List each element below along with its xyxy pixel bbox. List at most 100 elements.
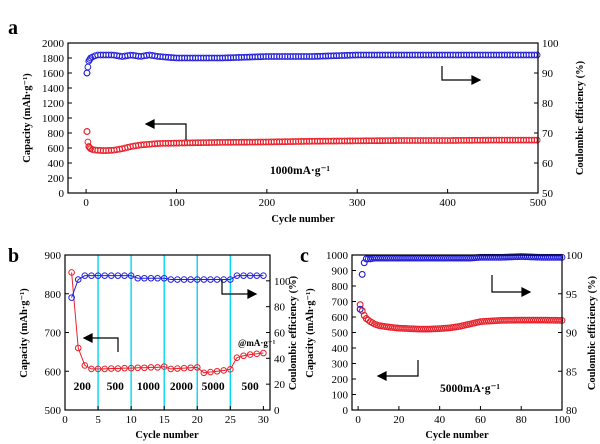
- panel-c-xlabel: Cycle number: [425, 430, 489, 441]
- panel-b-data-point: [253, 272, 261, 279]
- panel-b-data-point: [207, 368, 214, 376]
- panel-a-ytick-left-label: 0: [59, 188, 65, 200]
- panel-c-ytick-left-label: 300: [332, 359, 349, 371]
- panel-b-xtick-label: 5: [95, 414, 101, 426]
- panel-a-series-capacity: [83, 128, 541, 154]
- panel-c-data-point: [556, 316, 564, 324]
- panel-b-data-point: [246, 272, 254, 279]
- panel-b-data-point: [147, 274, 155, 282]
- panel-c-data-point: [358, 270, 366, 278]
- panel-b-data-point: [121, 272, 128, 279]
- panel-b-data-point: [207, 276, 214, 283]
- panel-b-ytick-left-label: 500: [45, 405, 62, 417]
- panel-a-letter: a: [8, 17, 18, 39]
- panel-a-xtick-label: 300: [349, 197, 366, 209]
- panel-b-ytick-right-label: 0: [274, 405, 280, 417]
- panel-a-ylabel-left: Capacity (mAh·g⁻¹): [22, 73, 33, 163]
- panel-b-data-point: [107, 272, 115, 279]
- panel-b-data-point: [200, 276, 208, 283]
- panel-a-right-arrow: [441, 66, 482, 85]
- panel-a-xtick-label: 0: [83, 197, 89, 209]
- panel-b-data-point: [167, 365, 175, 373]
- panel-b-ytick-left-label: 600: [45, 366, 62, 378]
- panel-c-ytick-left-label: 900: [332, 266, 349, 278]
- panel-b-right-arrow: [221, 280, 258, 299]
- panel-c-rate-label: 5000mA·g⁻¹: [440, 383, 500, 395]
- panel-a-data-point: [530, 136, 538, 144]
- panel-c: c 0 20 40 60 80 10001002003004005006007008009…: [300, 245, 598, 441]
- panel-a-ytick-left-label: 2000: [42, 38, 65, 50]
- panel-b-ytick-left-label: 900: [45, 250, 62, 262]
- panel-c-xtick-label: 100: [554, 414, 571, 426]
- panel-b-rate-labels: 200 500 1000 2000 5000 500: [74, 381, 259, 393]
- panel-b: b 0 5 10 15 20 25 30 500 600 700 800 900 0 20 40 60 80 10…: [8, 245, 299, 441]
- panel-b-series-line: [71, 272, 264, 374]
- panel-a-ytick-left-label: 1000: [42, 113, 65, 125]
- panel-a-data-point: [533, 136, 541, 144]
- panel-c-series-capacity: [356, 301, 566, 333]
- panel-b-data-point: [107, 365, 115, 372]
- panel-c-ytick-left-label: 700: [332, 297, 349, 309]
- panel-b-data-point: [200, 369, 208, 377]
- panel-a-data-point: [83, 69, 91, 77]
- panel-a-ytick-left-label: 1200: [42, 98, 65, 110]
- panel-b-data-point: [68, 269, 75, 276]
- panel-b-data-point: [240, 352, 247, 360]
- panel-b-data-point: [154, 364, 161, 371]
- panel-b-ytick-right-label: 100: [274, 276, 291, 288]
- panel-c-data-point: [366, 255, 374, 263]
- panel-c-ytick-right-label: 90: [566, 328, 578, 340]
- panel-c-ytick-left-label: 800: [332, 281, 349, 293]
- panel-a-ytick-right-label: 50: [542, 188, 554, 200]
- panel-b-data-point: [174, 276, 181, 283]
- panel-a-data-point: [84, 63, 92, 71]
- panel-b-series-line: [71, 275, 264, 298]
- panel-b-data-point: [68, 294, 75, 301]
- panel-b-rate-label: 500: [242, 381, 260, 393]
- panel-b-data-point: [160, 274, 168, 282]
- panel-a-ytick-right-label: 90: [542, 68, 554, 80]
- panel-b-data-point: [213, 276, 221, 283]
- panel-b-xtick-label: 15: [159, 414, 171, 426]
- panel-b-data-point: [74, 276, 82, 283]
- panel-c-ytick-left-label: 500: [332, 328, 349, 340]
- panel-b-xtick-label: 30: [258, 414, 270, 426]
- panel-c-data-point: [362, 255, 370, 263]
- panel-c-ytick-left-label: 200: [332, 374, 349, 386]
- panel-c-ytick-left-label: 400: [332, 343, 349, 355]
- panel-b-data-point: [253, 350, 261, 358]
- panel-b-data-point: [193, 276, 201, 283]
- panel-b-data-point: [134, 274, 142, 282]
- panel-b-ytick-left-label: 800: [45, 289, 62, 301]
- panel-a-rate-label: 1000mA·g⁻¹: [270, 165, 330, 177]
- panel-c-xtick-label: 0: [355, 414, 361, 426]
- panel-b-data-point: [154, 274, 161, 282]
- panel-b-data-point: [147, 364, 155, 371]
- panel-a-ytick-left-label: 800: [48, 128, 65, 140]
- panel-c-xtick-label: 40: [434, 414, 446, 426]
- panel-c-ylabel-left: Capacity (mAh·g⁻¹): [305, 288, 316, 378]
- panel-b-ytick-right-label: 60: [274, 328, 286, 340]
- panel-b-data-point: [141, 364, 148, 372]
- panel-a-xtick-label: 200: [259, 197, 276, 209]
- panel-b-data-point: [246, 351, 254, 358]
- panel-c-ytick-left-label: 600: [332, 312, 349, 324]
- panel-a-ytick-left-label: 1400: [42, 83, 65, 95]
- panel-b-series-capacity: [68, 269, 267, 377]
- panel-b-data-point: [187, 276, 194, 283]
- panel-b-data-point: [233, 354, 241, 361]
- panel-a-ytick-left-label: 1800: [42, 53, 65, 65]
- panel-c-ylabel-right: Coulombic efficiency (%): [587, 275, 598, 390]
- panel-b-data-point: [180, 364, 188, 372]
- panel-b-data-point: [187, 364, 194, 372]
- panel-c-letter: c: [300, 245, 309, 267]
- panel-b-xtick-label: 10: [126, 414, 138, 426]
- panel-a-data-point: [533, 51, 541, 59]
- panel-b-xtick-label: 0: [62, 414, 68, 426]
- panel-b-data-point: [220, 367, 228, 374]
- panel-a-data-point: [84, 138, 92, 146]
- panel-a-series-efficiency: [83, 51, 541, 77]
- panel-a-data-point: [87, 54, 94, 62]
- panel-b-data-point: [134, 364, 142, 372]
- panel-c-ytick-right-label: 85: [566, 366, 578, 378]
